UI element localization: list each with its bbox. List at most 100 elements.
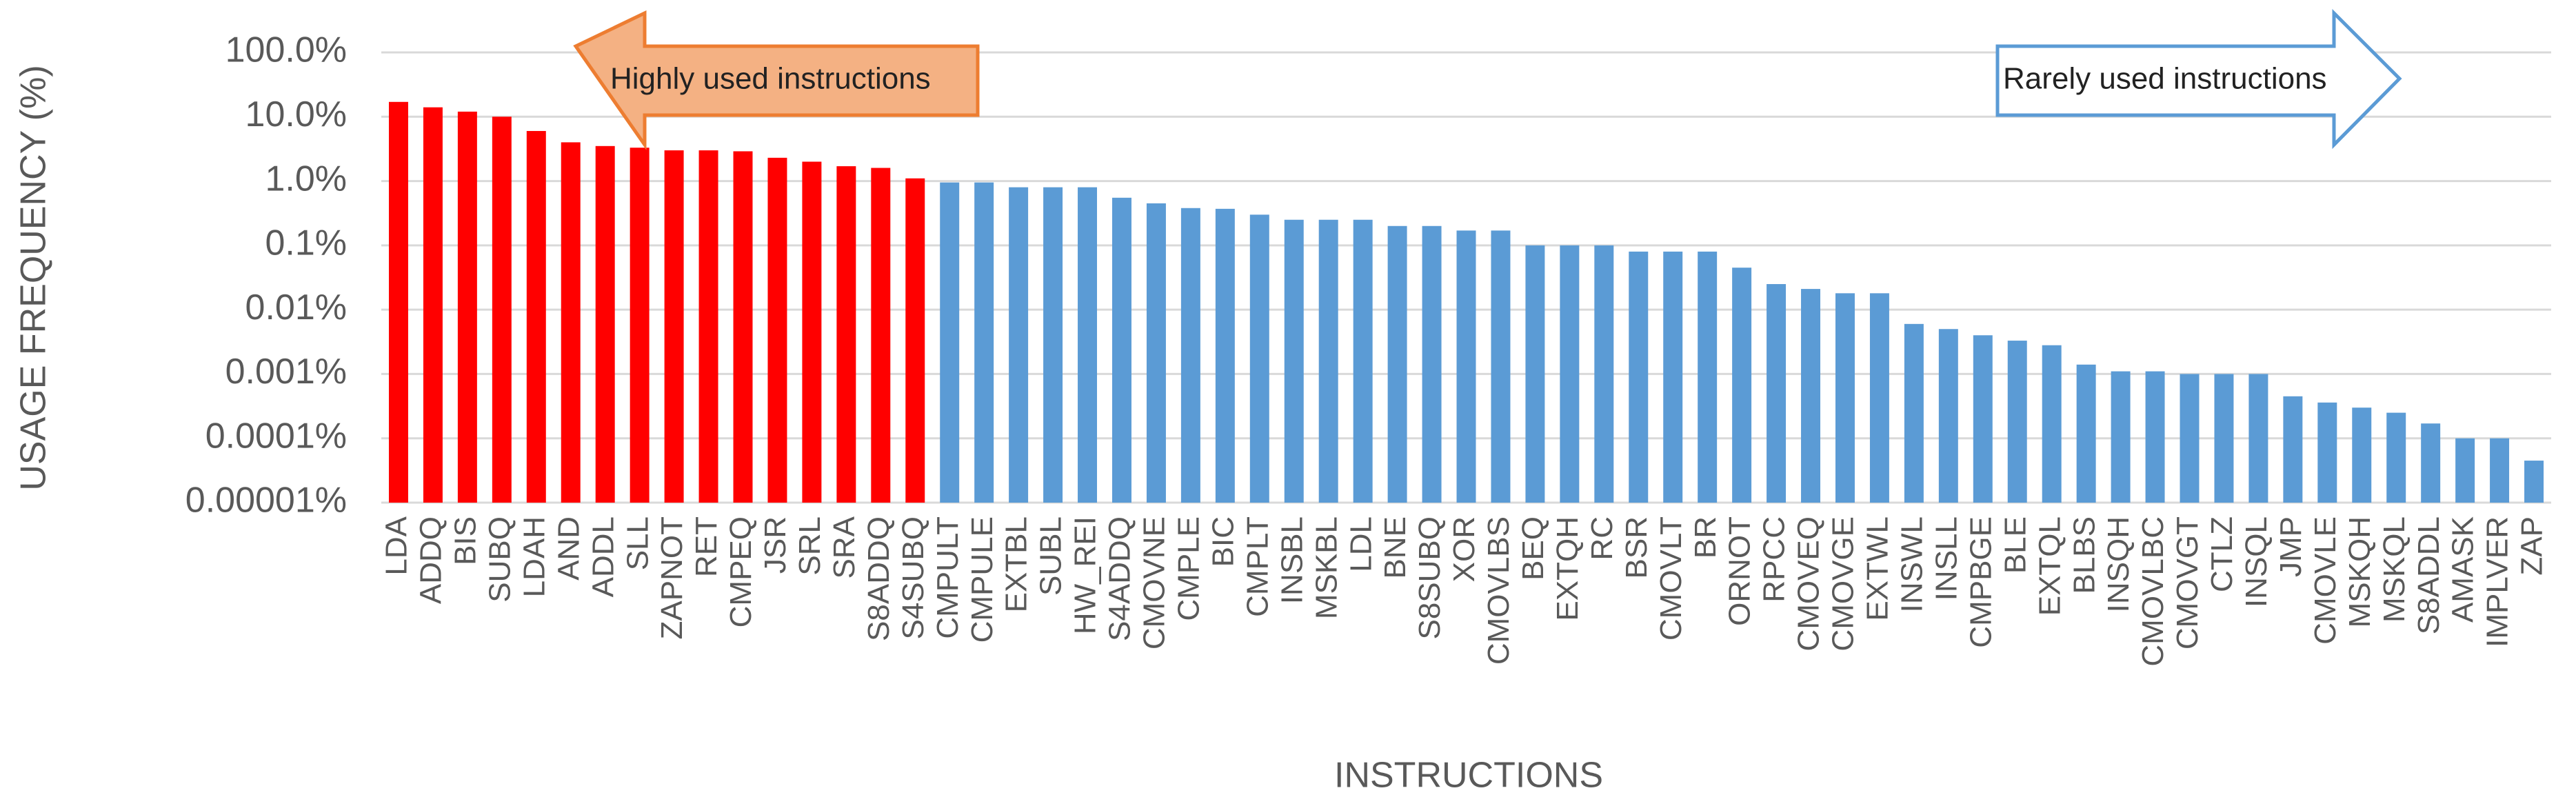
bar <box>2007 341 2027 503</box>
annotation: Rarely used instructions <box>2003 62 2327 96</box>
x-tick-label: EXTQH <box>1551 516 1584 621</box>
y-axis-title: USAGE FREQUENCY (%) <box>14 65 54 490</box>
x-tick-label: INSQH <box>2102 516 2135 612</box>
x-tick-label: CMPULE <box>965 516 999 643</box>
x-tick-label: CMOVLBC <box>2136 516 2170 667</box>
bar <box>1491 230 1511 503</box>
bar <box>2317 402 2337 503</box>
bar <box>1387 225 1407 503</box>
bar <box>1835 293 1855 503</box>
bar <box>905 178 925 503</box>
x-tick-label: ADDL <box>586 516 620 597</box>
y-tick-label: 100.0% <box>225 30 347 70</box>
y-tick-label: 0.0001% <box>205 416 347 456</box>
x-tick-label: INSWL <box>1895 516 1929 612</box>
y-tick-label: 1.0% <box>265 159 347 199</box>
bar <box>1525 245 1545 503</box>
x-tick-label: JMP <box>2274 516 2308 577</box>
bar <box>1973 335 1993 503</box>
bar <box>1801 289 1821 503</box>
x-tick-label: BLE <box>1998 516 2032 574</box>
bar <box>1698 251 1718 503</box>
right-arrow <box>1995 8 2402 150</box>
x-tick-label: BSR <box>1620 516 1653 578</box>
bar <box>595 145 615 503</box>
bar <box>630 148 650 503</box>
x-tick-label: BLBS <box>2067 516 2101 594</box>
bar <box>1078 187 1098 503</box>
x-tick-label: CMOVLT <box>1654 516 1688 641</box>
x-tick-label: IMPLVER <box>2481 516 2515 647</box>
x-tick-label: CMPULT <box>931 516 965 639</box>
x-tick-label: CMPBGE <box>1964 516 1998 648</box>
bar <box>1215 208 1235 503</box>
bar <box>2455 438 2475 503</box>
x-tick-label: LDA <box>380 516 414 575</box>
y-tick-label: 0.001% <box>225 352 347 392</box>
bar <box>664 150 684 503</box>
bar <box>561 142 581 503</box>
x-tick-label: ZAPNOT <box>655 516 689 639</box>
bar <box>2214 374 2234 503</box>
bar <box>1594 245 1614 503</box>
x-tick-label: CMPEQ <box>724 516 758 627</box>
x-tick-label: MSKQH <box>2343 516 2377 627</box>
bar <box>2524 461 2544 503</box>
x-tick-label: BIS <box>449 516 483 565</box>
x-tick-label: INSBL <box>1275 516 1309 604</box>
x-tick-label: CMOVLBS <box>1482 516 1516 665</box>
x-tick-label: SUBQ <box>483 516 516 603</box>
x-tick-label: SUBL <box>1034 516 1068 596</box>
x-tick-label: RET <box>690 516 723 577</box>
bar <box>2386 412 2406 503</box>
x-tick-label: MSKBL <box>1309 516 1343 619</box>
bar <box>2145 371 2165 503</box>
bar <box>871 168 891 503</box>
x-axis-title: INSTRUCTIONS <box>1334 756 1603 796</box>
bar <box>1663 251 1683 503</box>
bar <box>974 182 994 503</box>
bar <box>1249 214 1269 503</box>
x-tick-label: RPCC <box>1758 516 1791 603</box>
bar <box>1318 219 1338 503</box>
x-tick-label: ADDQ <box>414 516 448 604</box>
bar <box>2111 371 2131 503</box>
x-tick-label: CMOVLE <box>2308 516 2342 645</box>
x-tick-label: BR <box>1689 516 1722 558</box>
x-tick-label: XOR <box>1447 516 1481 582</box>
x-tick-label: S4SUBQ <box>896 516 930 640</box>
x-tick-label: S8ADDL <box>2412 516 2446 634</box>
bar <box>2490 438 2510 503</box>
bar <box>492 117 512 503</box>
x-tick-label: CMOVEQ <box>1792 516 1826 652</box>
y-tick-label: 10.0% <box>245 94 347 134</box>
bar <box>1560 245 1580 503</box>
bar <box>767 157 787 503</box>
x-tick-label: LDAH <box>517 516 551 597</box>
y-tick-label: 0.01% <box>245 288 347 328</box>
x-tick-label: CMPLE <box>1172 516 1206 621</box>
bar <box>698 150 718 503</box>
bar <box>1422 225 1442 503</box>
x-tick-label: BNE <box>1378 516 1412 578</box>
bar <box>1732 268 1752 503</box>
bar <box>526 130 546 503</box>
bar <box>1938 329 1958 503</box>
x-tick-label: AND <box>552 516 585 581</box>
x-tick-label: EXTQL <box>2033 516 2066 616</box>
bar <box>1904 323 1924 503</box>
bar <box>1043 187 1063 503</box>
left-arrow <box>573 10 980 150</box>
bar <box>2180 374 2200 503</box>
bar <box>2283 396 2303 503</box>
x-tick-label: CMOVNE <box>1138 516 1171 649</box>
bar <box>1146 203 1166 503</box>
bar <box>2042 345 2062 503</box>
x-tick-label: RC <box>1585 516 1619 561</box>
bar <box>1009 187 1029 503</box>
x-tick-label: S4ADDQ <box>1103 516 1137 641</box>
x-tick-label: S8SUBQ <box>1413 516 1447 640</box>
bar <box>2352 407 2372 503</box>
x-tick-label: ORNOT <box>1723 516 1757 626</box>
x-tick-label: JSR <box>758 516 792 574</box>
